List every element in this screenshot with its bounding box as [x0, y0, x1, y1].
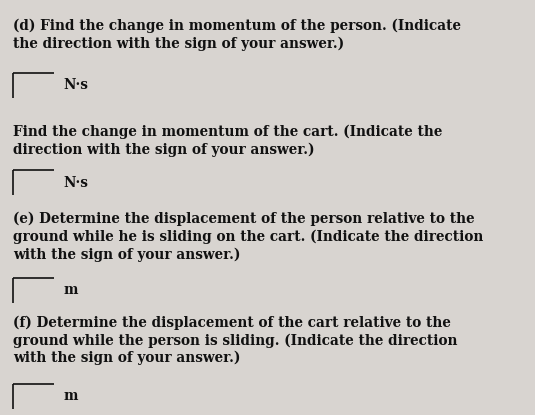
Text: m: m: [63, 389, 78, 403]
Text: N·s: N·s: [63, 78, 88, 92]
Text: (d) Find the change in momentum of the person. (Indicate
the direction with the : (d) Find the change in momentum of the p…: [13, 19, 461, 51]
Text: Find the change in momentum of the cart. (Indicate the
direction with the sign o: Find the change in momentum of the cart.…: [13, 124, 443, 157]
Text: N·s: N·s: [63, 176, 88, 190]
Text: m: m: [63, 283, 78, 298]
Text: (f) Determine the displacement of the cart relative to the
ground while the pers: (f) Determine the displacement of the ca…: [13, 315, 458, 365]
Text: (e) Determine the displacement of the person relative to the
ground while he is : (e) Determine the displacement of the pe…: [13, 212, 484, 261]
